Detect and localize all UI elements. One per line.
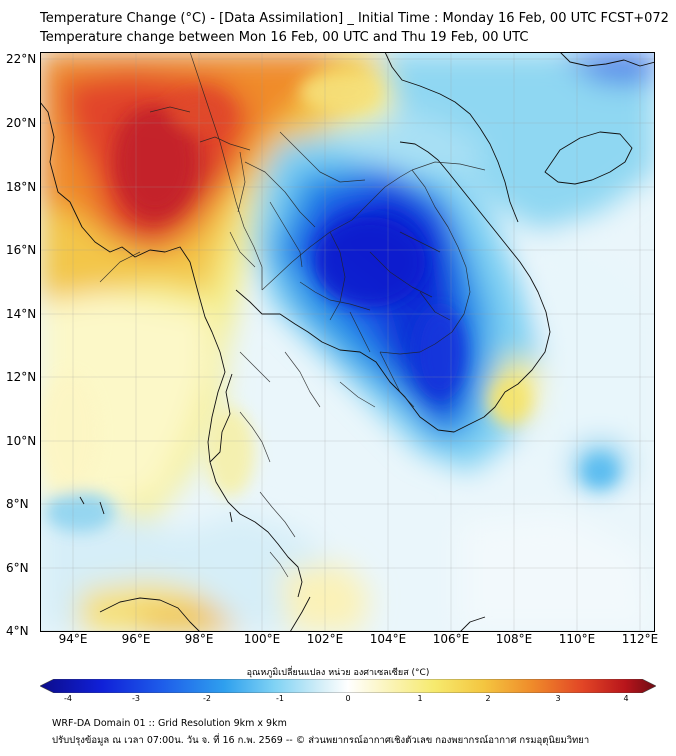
update-credit: ปรับปรุงข้อมูล ณ เวลา 07:00น. วัน จ. ที่… (52, 735, 590, 746)
lon-label-112e: 112°E (621, 632, 659, 646)
lon-label-94e: 94°E (58, 632, 88, 646)
lat-label-14n: 14°N (6, 307, 37, 321)
lon-label-102e: 102°E (306, 632, 344, 646)
lon-label-106e: 106°E (432, 632, 470, 646)
colorbar-tick: 3 (555, 694, 561, 703)
map-subtitle: Temperature change between Mon 16 Feb, 0… (40, 30, 529, 45)
lon-label-104e: 104°E (369, 632, 407, 646)
lat-label-4n: 4°N (6, 624, 29, 638)
colorbar-tick: -4 (64, 694, 72, 703)
colorbar-tick: 2 (485, 694, 491, 703)
colorbar-tick: -1 (276, 694, 284, 703)
temperature-change-map (40, 52, 655, 632)
colorbar-tick: 4 (623, 694, 629, 703)
colorbar-tick: -2 (203, 694, 211, 703)
lat-label-10n: 10°N (6, 434, 37, 448)
lat-label-12n: 12°N (6, 370, 37, 384)
lat-label-8n: 8°N (6, 497, 29, 511)
lon-label-110e: 110°E (558, 632, 596, 646)
model-info: WRF-DA Domain 01 :: Grid Resolution 9km … (52, 718, 287, 729)
lat-label-16n: 16°N (6, 243, 37, 257)
lon-label-100e: 100°E (243, 632, 281, 646)
lon-label-108e: 108°E (495, 632, 533, 646)
lon-label-98e: 98°E (184, 632, 214, 646)
map-title: Temperature Change (°C) - [Data Assimila… (40, 11, 669, 26)
colorbar-title: อุณหภูมิเปลี่ยนแปลง หน่วย องศาเซลเซียส (… (246, 668, 430, 678)
colorbar-tick: -3 (132, 694, 140, 703)
lat-label-22n: 22°N (6, 52, 37, 66)
lon-label-96e: 96°E (121, 632, 151, 646)
colorbar-tick: 0 (345, 694, 351, 703)
colorbar-tick: 1 (417, 694, 423, 703)
lat-label-18n: 18°N (6, 180, 37, 194)
lat-label-6n: 6°N (6, 561, 29, 575)
lat-label-20n: 20°N (6, 116, 37, 130)
